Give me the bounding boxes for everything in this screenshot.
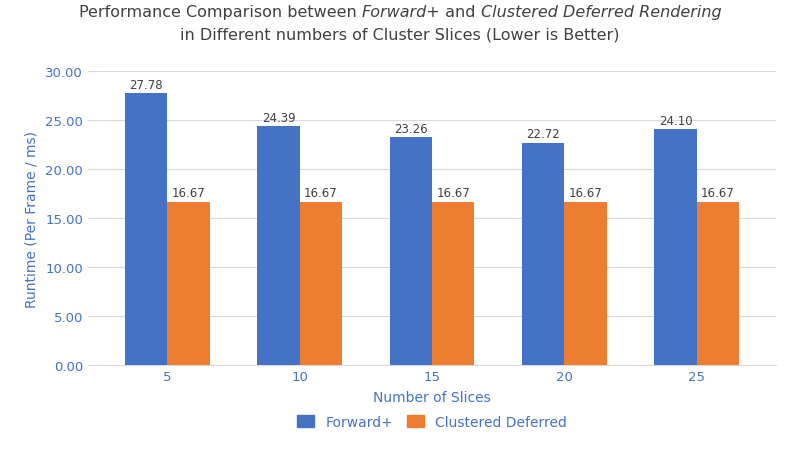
Text: 23.26: 23.26 [394,123,428,136]
Bar [432,202,474,365]
Text: 16.67: 16.67 [304,187,338,200]
Text: and: and [441,5,481,20]
Bar [564,202,606,365]
Bar [390,138,432,365]
Bar [125,94,167,365]
Bar [522,143,564,365]
Text: 16.67: 16.67 [701,187,734,200]
Text: 27.78: 27.78 [130,78,163,92]
Text: 16.67: 16.67 [436,187,470,200]
Text: Forward+: Forward+ [362,5,441,20]
Text: 24.10: 24.10 [658,115,692,127]
Bar [697,202,739,365]
Bar [167,202,210,365]
Bar [300,202,342,365]
X-axis label: Number of Slices: Number of Slices [373,390,491,404]
Bar [258,127,300,365]
Text: 16.67: 16.67 [569,187,602,200]
Text: 24.39: 24.39 [262,111,295,124]
Text: Performance Comparison between: Performance Comparison between [79,5,362,20]
Text: in Different numbers of Cluster Slices (Lower is Better): in Different numbers of Cluster Slices (… [180,28,620,43]
Bar [654,130,697,365]
Text: 16.67: 16.67 [172,187,206,200]
Text: Clustered Deferred Rendering: Clustered Deferred Rendering [481,5,722,20]
Text: 22.72: 22.72 [526,128,560,141]
Y-axis label: Runtime (Per Frame / ms): Runtime (Per Frame / ms) [24,130,38,307]
Legend: Forward+, Clustered Deferred: Forward+, Clustered Deferred [292,410,572,435]
